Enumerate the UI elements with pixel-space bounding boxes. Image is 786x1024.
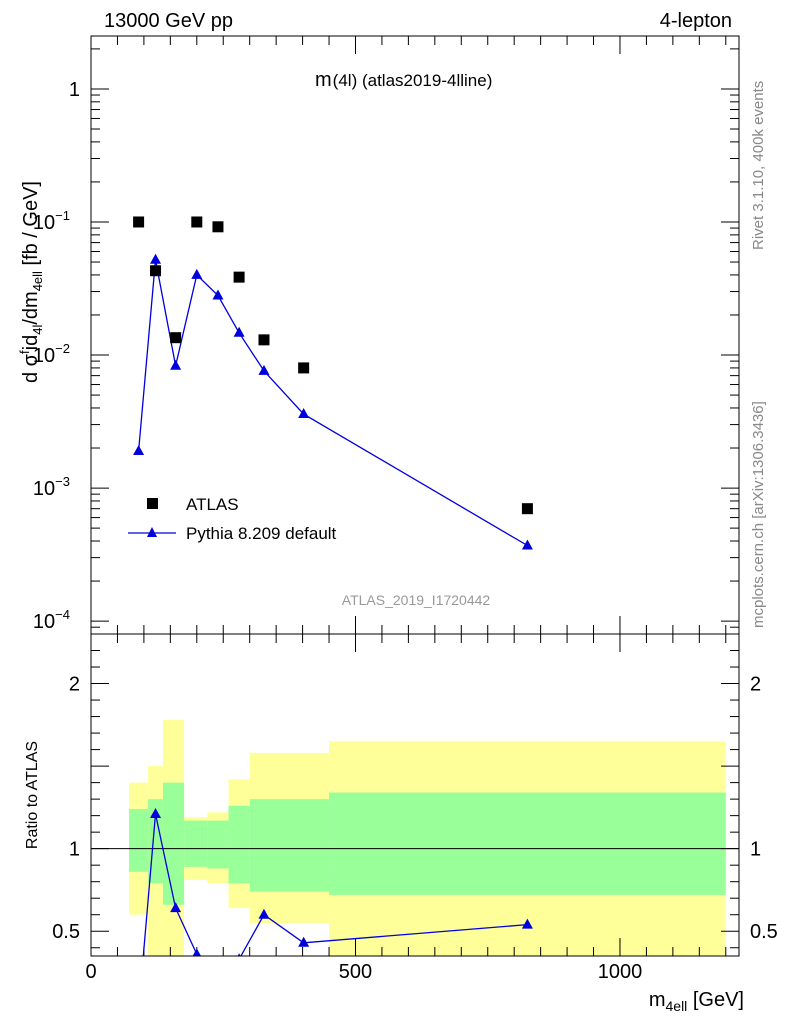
- main-y-tick-label: 10−4: [33, 607, 70, 633]
- data-point: [258, 334, 270, 346]
- main-plot-frame: [90, 35, 740, 635]
- main-y-tick-label: 10−3: [33, 474, 70, 500]
- data-point: [170, 332, 182, 344]
- main-plot-marks: [133, 216, 533, 550]
- ratio-y-axis-label: Ratio to ATLAS: [24, 741, 41, 849]
- data-point: [521, 503, 533, 515]
- ylabel-mid2: /dm: [20, 291, 42, 324]
- x-tick-label: 0: [85, 961, 96, 983]
- ratio-inner-band: [162, 782, 185, 905]
- main-y-tick-base: 10: [33, 212, 55, 234]
- ratio-point: [298, 936, 310, 947]
- ratio-plot-marks: [133, 807, 533, 1015]
- legend: ATLAS Pythia 8.209 default: [128, 495, 337, 543]
- ratio-point: [521, 918, 533, 929]
- rivet-version-label: Rivet 3.1.10, 400k events: [750, 81, 767, 250]
- main-y-tick-base: 10: [33, 345, 55, 367]
- data-point: [133, 216, 145, 228]
- ratio-inner-band: [129, 809, 149, 872]
- header-left: 13000 GeV pp: [104, 10, 233, 32]
- mc-point: [150, 253, 162, 264]
- main-y-tick-label: 10−2: [33, 341, 70, 367]
- main-y-tick-exponent: −3: [55, 474, 70, 489]
- data-point: [233, 271, 245, 283]
- ratio-y-tick-label: 2: [69, 674, 80, 696]
- ratio-series-line: [142, 813, 528, 956]
- xlabel-unit: [GeV]: [687, 989, 744, 1011]
- ratio-point: [133, 1005, 144, 1015]
- x-axis-label: m4ell [GeV]: [649, 989, 744, 1014]
- ratio-point: [237, 953, 241, 956]
- ratio-y-tick-label-right: 2: [750, 674, 761, 696]
- xlabel-sub: 4ell: [666, 998, 688, 1014]
- mc-point: [233, 326, 245, 337]
- main-axis-ticks: 10−410−310−210−11: [33, 36, 739, 635]
- main-y-tick-label: 1: [69, 79, 80, 101]
- ylabel-sub2: 4ell: [30, 271, 45, 291]
- header-right: 4-lepton: [660, 10, 732, 32]
- ratio-inner-band: [228, 805, 250, 884]
- legend-mc-marker: [147, 527, 157, 537]
- main-y-tick-exponent: −1: [55, 208, 70, 223]
- mc-point: [258, 364, 270, 375]
- plot-title-main: m: [315, 69, 332, 91]
- main-y-axis-label: d σfid4l/dm4ell [fb / GeV]: [17, 181, 45, 383]
- ratio-point: [170, 902, 182, 913]
- ylabel-sub1: 4l: [30, 325, 45, 335]
- ylabel-prefix: d σ: [20, 353, 42, 383]
- ratio-inner-band: [329, 792, 726, 895]
- main-y-tick-exponent: −4: [55, 607, 70, 622]
- mcplots-reference-label: mcplots.cern.ch [arXiv:1306.3436]: [750, 401, 767, 628]
- legend-data-label: ATLAS: [186, 495, 239, 514]
- main-y-tick-base: 1: [69, 79, 80, 101]
- mc-point: [521, 539, 533, 550]
- ratio-axis-ticks: 0.5 0.5 1 1 2 2 0 500 1000: [52, 633, 778, 983]
- x-tick-label: 500: [339, 961, 372, 983]
- ylabel-suffix: [fb / GeV]: [20, 181, 42, 271]
- xlabel-base: m: [649, 989, 666, 1011]
- ratio-inner-band: [249, 799, 330, 892]
- data-point: [298, 362, 310, 374]
- mc-point: [133, 444, 145, 455]
- legend-data-marker: [147, 498, 158, 509]
- main-y-tick-exponent: −2: [55, 341, 70, 356]
- ratio-inner-band: [184, 820, 208, 867]
- ylabel-sup1: f: [17, 350, 32, 354]
- mc-point: [298, 408, 310, 419]
- ratio-y-tick-label-right: 0.5: [750, 921, 778, 943]
- ratio-y-tick-label: 0.5: [52, 921, 80, 943]
- x-tick-label: 1000: [598, 961, 643, 983]
- legend-mc-label: Pythia 8.209 default: [186, 524, 337, 543]
- main-y-tick-base: 10: [33, 611, 55, 633]
- analysis-watermark: ATLAS_2019_I1720442: [342, 592, 491, 608]
- plot-title-sub: (4l) (atlas2019-4lline): [333, 71, 493, 90]
- mc-point: [170, 359, 182, 370]
- data-point: [150, 265, 162, 277]
- ratio-plot-frame: [90, 633, 740, 957]
- ratio-uncertainty-bands: [91, 719, 739, 956]
- plot-title: m(4l) (atlas2019-4lline): [315, 69, 492, 91]
- ratio-y-tick-label-right: 1: [750, 839, 761, 861]
- ratio-point: [192, 948, 202, 956]
- mc-point: [212, 289, 224, 300]
- ylabel-mid1: id: [20, 335, 42, 351]
- ratio-y-tick-label: 1: [69, 839, 80, 861]
- data-point: [191, 216, 203, 228]
- ratio-inner-band: [207, 820, 229, 869]
- ratio-point: [258, 908, 270, 919]
- mc-point: [191, 268, 203, 279]
- data-point: [212, 221, 224, 233]
- main-y-tick-base: 10: [33, 478, 55, 500]
- ratio-point: [212, 958, 223, 968]
- ratio-point: [150, 807, 162, 818]
- main-y-tick-label: 10−1: [33, 208, 70, 234]
